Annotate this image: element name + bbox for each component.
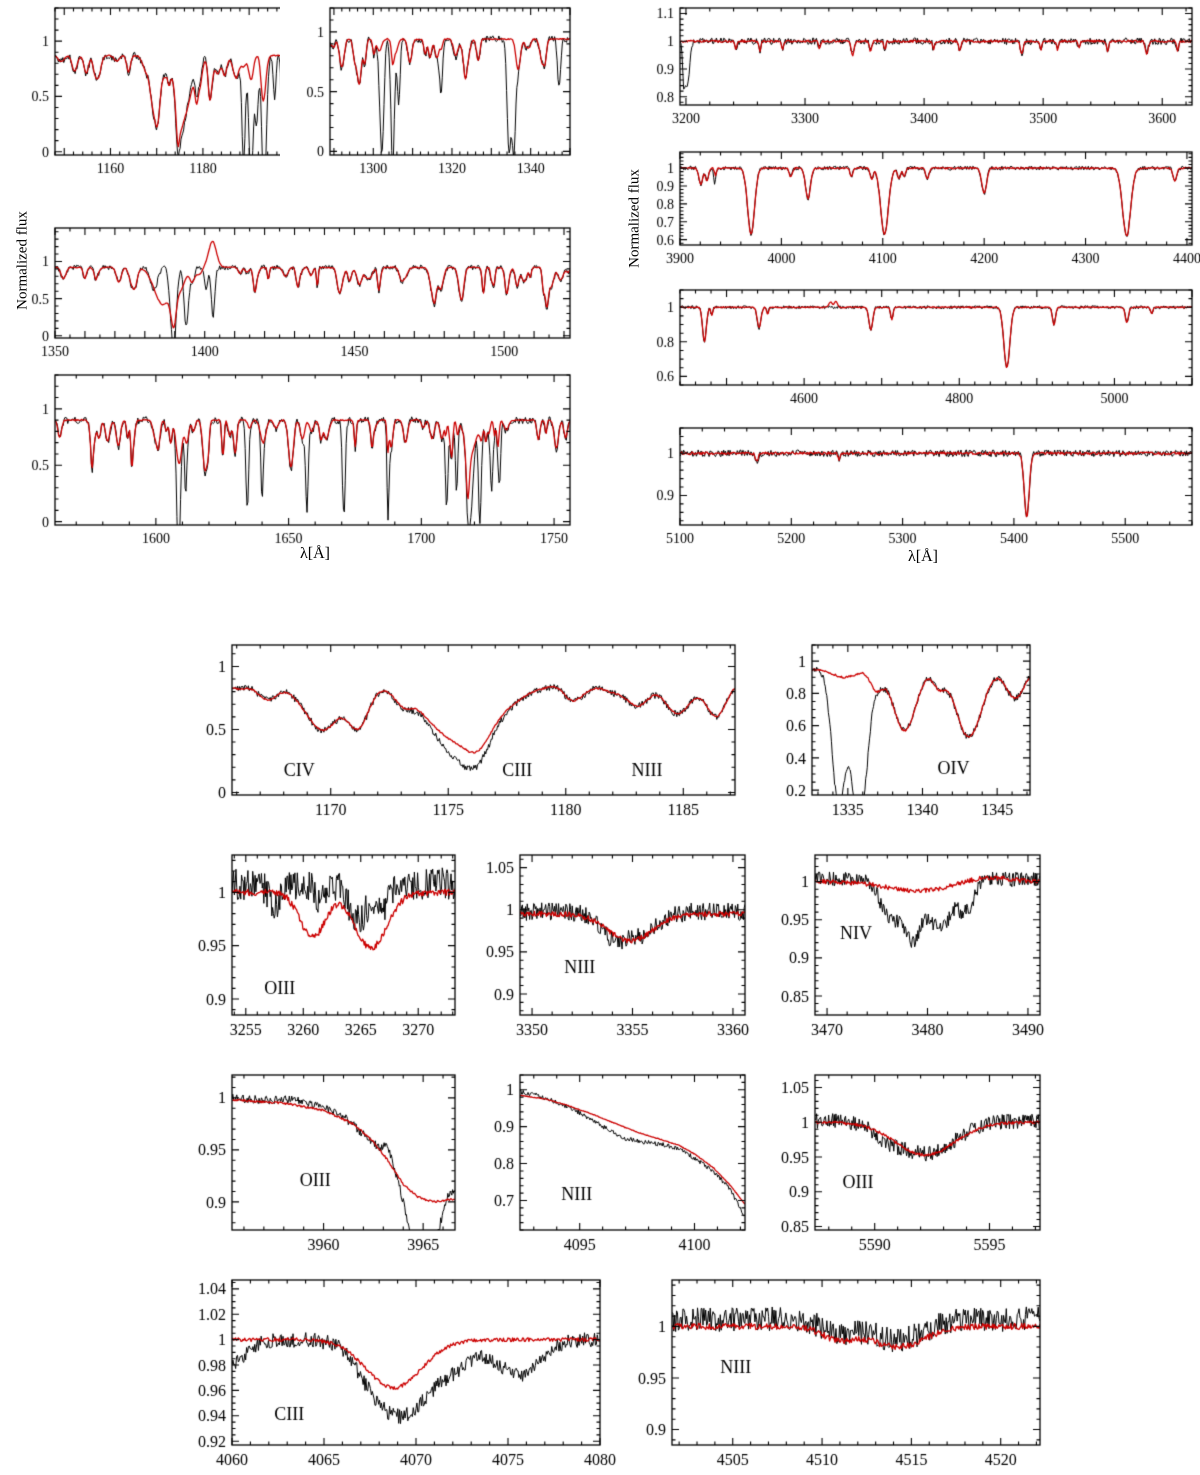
optical-3200-3620-canvas — [630, 0, 1200, 135]
panel-uv-1290-1350 — [280, 0, 578, 185]
panel-zoom-oiv-1340 — [762, 637, 1038, 825]
x-axis-title-optical: λ[Å] — [908, 548, 938, 565]
optical-4440-5100-canvas — [630, 282, 1200, 415]
panel-optical-4440-5100 — [630, 282, 1200, 415]
panel-zoom-niii-4097 — [470, 1067, 753, 1260]
panel-zoom-niv-3480 — [765, 847, 1048, 1045]
zoom-3961-canvas — [182, 1067, 463, 1260]
zoom-1340-canvas — [762, 637, 1038, 825]
y-axis-title-optical: Normalized flux — [626, 169, 643, 268]
uv-1560-1755-canvas — [5, 367, 578, 555]
uv-1290-1350-canvas — [280, 0, 578, 185]
panel-uv-1150-1200 — [5, 0, 322, 185]
uv-1350-1520-canvas — [5, 220, 578, 368]
uv-1150-1200-canvas — [5, 0, 322, 185]
zoom-4512-canvas — [622, 1272, 1048, 1475]
zoom-3265-canvas — [182, 847, 463, 1045]
panel-zoom-oiii-5592 — [765, 1067, 1048, 1260]
y-axis-title-uv: Normalized flux — [14, 211, 31, 310]
x-axis-title-uv: λ[Å] — [300, 545, 330, 562]
panel-zoom-oiii-3961 — [182, 1067, 463, 1260]
optical-3900-4400-canvas — [630, 144, 1200, 275]
zoom-4097-canvas — [470, 1067, 753, 1260]
panel-uv-1560-1755 — [5, 367, 578, 555]
zoom-3355-canvas — [470, 847, 753, 1045]
panel-uv-1350-1520 — [5, 220, 578, 368]
panel-zoom-civ-ciii-niii-1175 — [182, 637, 743, 825]
panel-optical-5100-5560 — [630, 420, 1200, 555]
panel-zoom-oiii-3265 — [182, 847, 463, 1045]
zoom-3480-canvas — [765, 847, 1048, 1045]
zoom-4069-canvas — [182, 1272, 622, 1475]
zoom-5592-canvas — [765, 1067, 1048, 1260]
zoom-1175-canvas — [182, 637, 743, 825]
panel-zoom-niii-4512 — [622, 1272, 1048, 1475]
panel-optical-3200-3620 — [630, 0, 1200, 135]
panel-optical-3900-4400 — [630, 144, 1200, 275]
optical-5100-5560-canvas — [630, 420, 1200, 555]
panel-zoom-ciii-4069 — [182, 1272, 622, 1475]
panel-zoom-niii-3355 — [470, 847, 753, 1045]
